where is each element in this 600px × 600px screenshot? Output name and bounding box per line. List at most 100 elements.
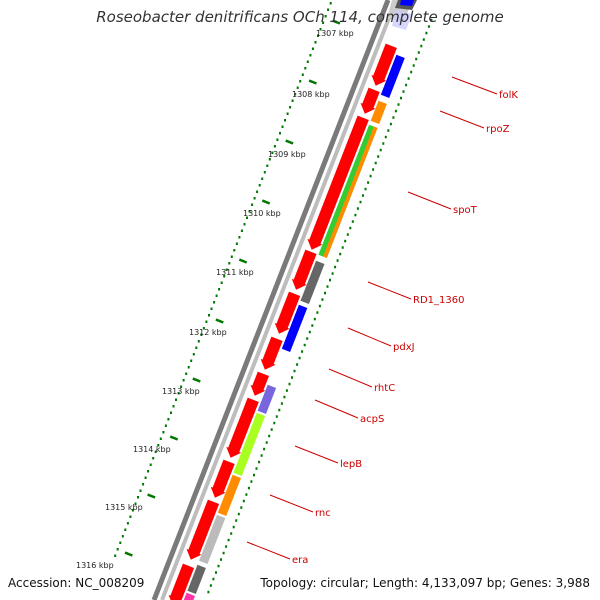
ruler-dot (202, 327, 205, 330)
ruler-dot (285, 389, 288, 392)
ruler-dot (275, 415, 278, 418)
ruler-dot (324, 291, 326, 295)
forward-gene-arrow (291, 249, 317, 290)
ruler-dot (341, 246, 344, 249)
ruler-dot (159, 437, 162, 440)
ruler-dot (298, 356, 301, 360)
ruler-dot (220, 558, 222, 561)
ruler-dot (240, 229, 243, 232)
forward-gene-arrow (226, 397, 259, 458)
ruler-dot (137, 496, 139, 499)
ruler-dot (304, 67, 307, 70)
ruler-dot (336, 259, 339, 262)
ruler-dot (233, 249, 236, 252)
ruler-dot (154, 450, 157, 453)
ruler-dot (213, 301, 216, 304)
ruler-dot (422, 38, 425, 41)
ruler-dot (116, 548, 119, 551)
label-line-rnc (269, 494, 314, 513)
label-line-spoT (407, 191, 452, 210)
ruler-dot (377, 155, 380, 158)
ruler-dot (412, 64, 415, 67)
ruler-dot (283, 395, 286, 399)
ruler-dot (253, 197, 256, 200)
ruler-dot (273, 421, 276, 425)
ruler-dot (410, 70, 413, 74)
ruler-dot (356, 207, 359, 210)
ruler-dot (339, 252, 342, 256)
ruler-dot (374, 161, 377, 165)
ruler-major-tick (308, 79, 317, 85)
reverse-gene-block (370, 100, 387, 124)
ruler-dot (142, 483, 145, 486)
tick-label-1314: 1314 kbp (133, 445, 171, 454)
ruler-dot (261, 177, 264, 180)
position-ruler (114, 2, 433, 594)
ruler-dot (187, 366, 190, 369)
ruler-dot (301, 73, 304, 76)
gene-label-acpS: acpS (360, 414, 384, 425)
ruler-dot (218, 288, 221, 291)
ruler-dot (217, 564, 220, 568)
ruler-dot (230, 255, 233, 258)
ruler-dot (359, 200, 362, 204)
tick-label-1313: 1313 kbp (162, 387, 200, 396)
backbone-inner-line (160, 0, 398, 600)
label-line-lepB (294, 445, 339, 464)
accession-text: Accession: NC_008209 (8, 576, 144, 590)
ruler-dot (309, 54, 312, 57)
ruler-major-tick (215, 318, 224, 324)
ruler-dot (240, 506, 243, 509)
ruler-dot (210, 307, 213, 310)
ruler-dot (308, 330, 311, 334)
ruler-dot (246, 216, 248, 219)
gene-label-pdxJ: pdxJ (393, 342, 415, 353)
ruler-dot (279, 132, 281, 135)
top-pale-blue-block (392, 10, 412, 30)
ruler-dot (329, 2, 332, 5)
ruler-dot (379, 148, 382, 152)
ruler-dot (417, 51, 420, 54)
ruler-dot (185, 372, 188, 375)
reverse-gene-block (199, 514, 226, 564)
ruler-dot (247, 486, 250, 490)
gene-label-folK: folK (499, 90, 518, 101)
forward-gene-arrow (186, 499, 220, 560)
ruler-dot (258, 184, 261, 187)
ruler-dot (152, 457, 155, 460)
ruler-dot (242, 499, 245, 503)
reverse-gene-block (380, 54, 405, 98)
ruler-dot (195, 346, 198, 349)
ruler-dot (306, 337, 309, 340)
ruler-dot (321, 298, 324, 301)
ruler-dot (382, 142, 385, 145)
ruler-dot (232, 525, 235, 529)
tick-label-1311: 1311 kbp (216, 268, 254, 277)
ruler-dot (266, 164, 269, 167)
ruler-dot (200, 333, 203, 336)
ruler-dot (170, 411, 172, 414)
ruler-major-tick (124, 551, 133, 557)
ruler-dot (425, 31, 428, 35)
forward-gene-arrow (274, 291, 301, 334)
ruler-dot (263, 171, 266, 174)
tick-label-1308: 1308 kbp (292, 90, 330, 99)
gene-label-spoT: spoT (453, 205, 478, 216)
ruler-dot (215, 294, 218, 297)
ruler-dot (237, 512, 240, 516)
label-line-acpS (314, 399, 359, 419)
forward-strand-genes (168, 43, 397, 600)
ruler-dot (387, 129, 390, 132)
ruler-dot (299, 80, 302, 83)
tick-label-1310: 1310 kbp (243, 209, 281, 218)
label-line-pdxJ (347, 327, 392, 347)
ruler-dot (415, 57, 418, 61)
ruler-dot (367, 181, 370, 184)
ruler-dot (291, 99, 294, 102)
ruler-dot (182, 379, 185, 382)
ruler-dot (208, 314, 210, 317)
ruler-dot (215, 571, 217, 574)
ruler-dot (209, 584, 212, 587)
ruler-dot (190, 359, 193, 362)
ruler-dot (284, 119, 286, 122)
